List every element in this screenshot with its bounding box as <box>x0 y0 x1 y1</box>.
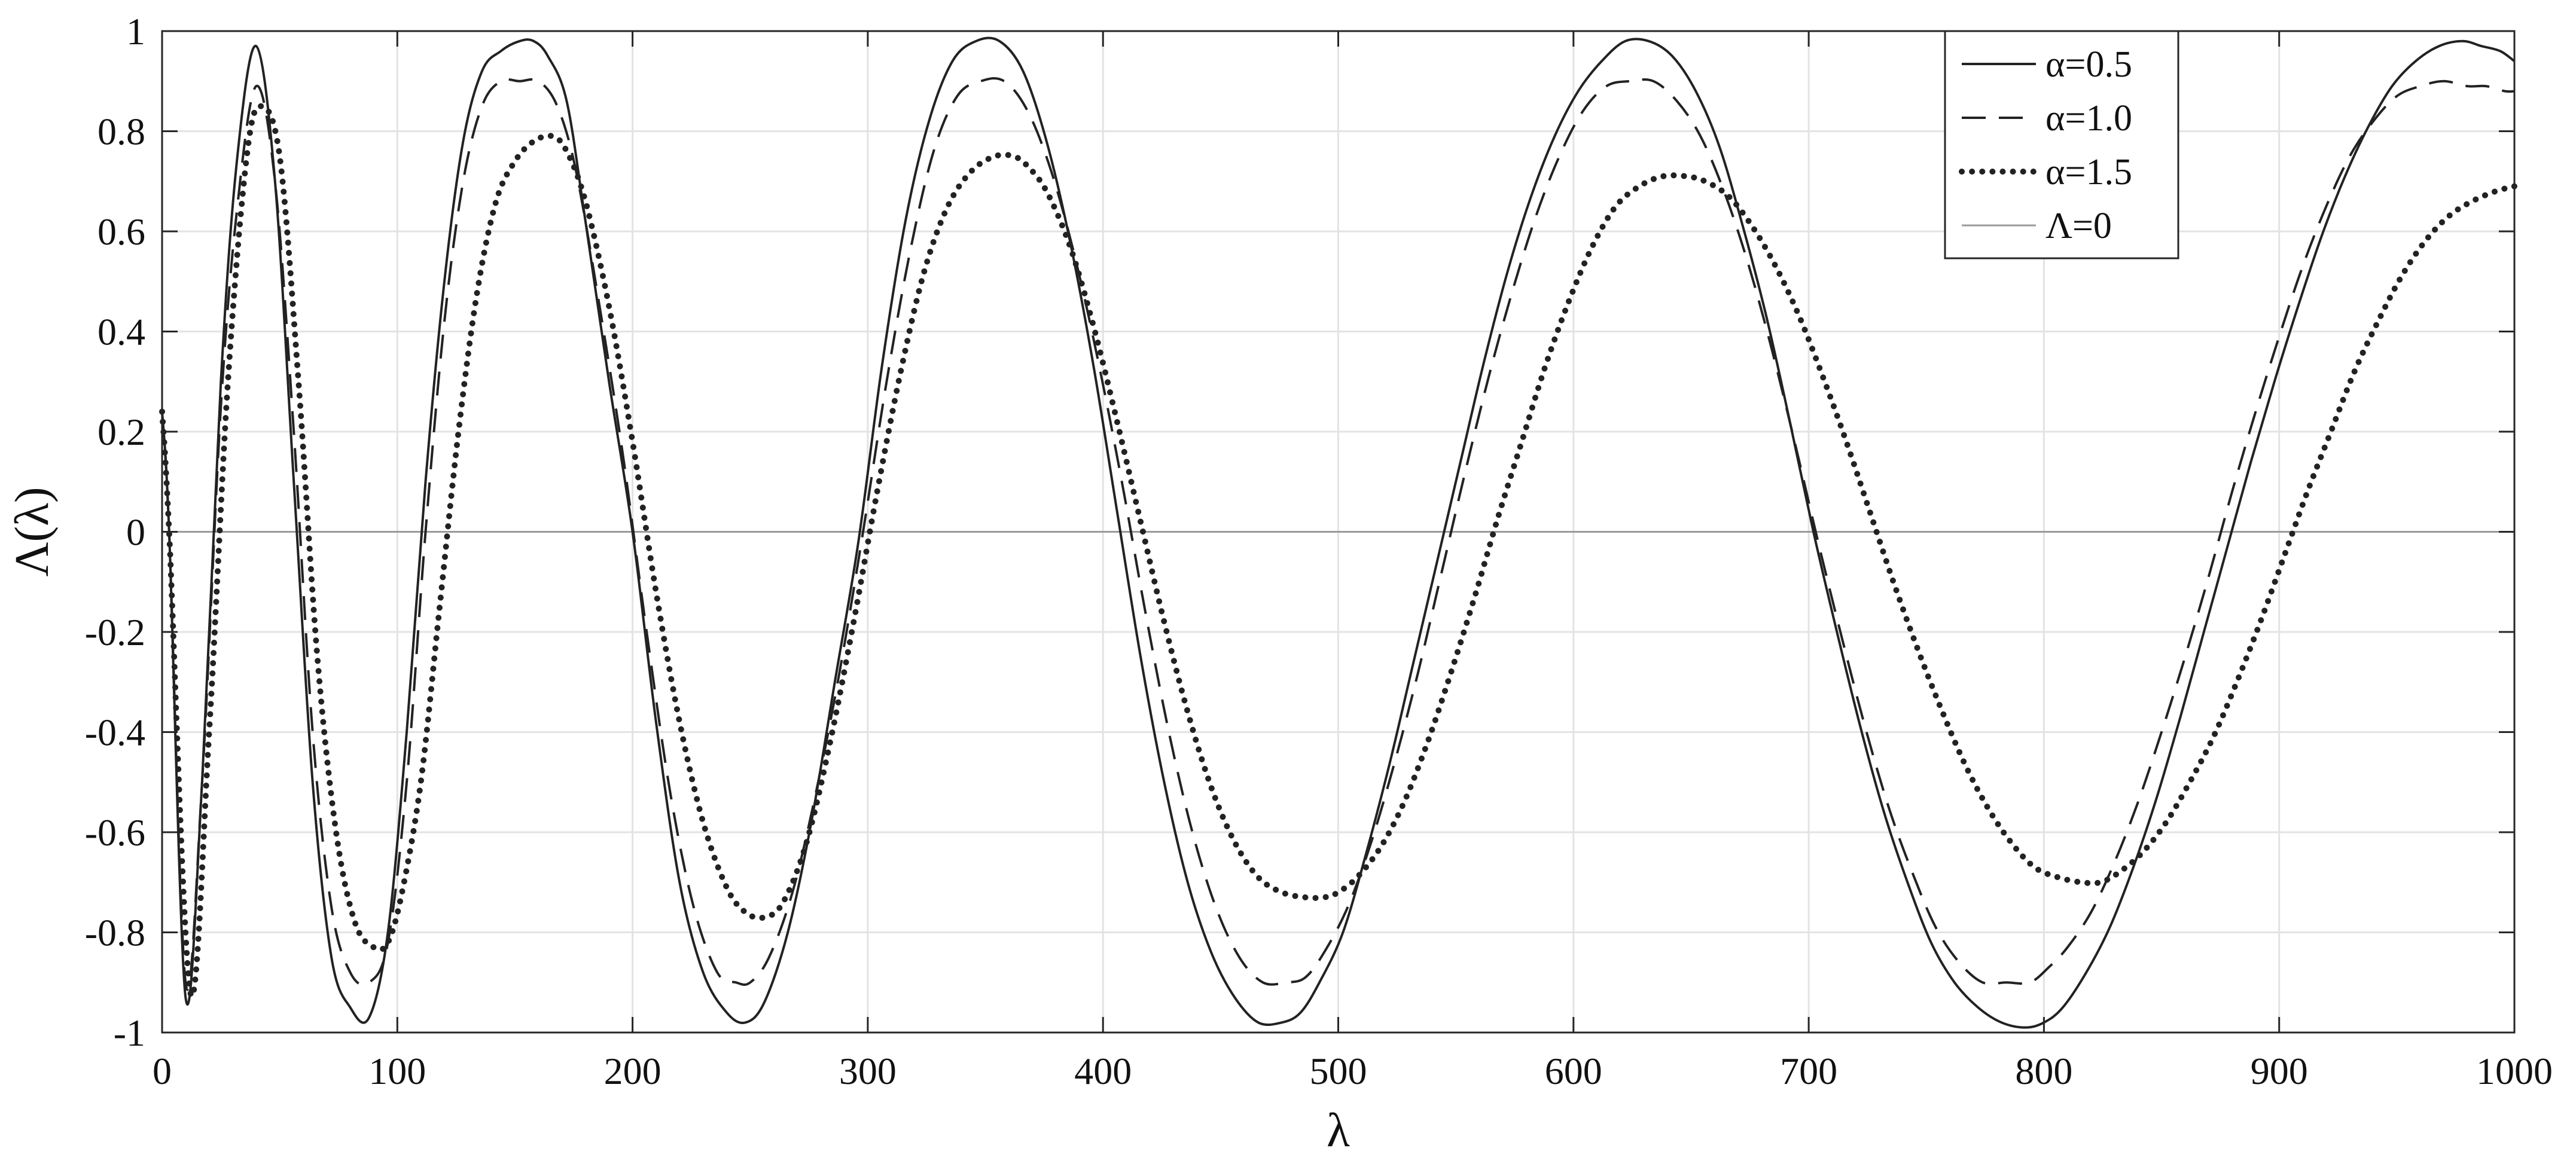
x-tick-label: 500 <box>1310 1050 1367 1092</box>
x-tick-label: 400 <box>1074 1050 1132 1092</box>
y-tick-label: -1 <box>114 1012 145 1054</box>
series-layer <box>159 36 2517 1029</box>
y-tick-label: 0 <box>126 511 145 554</box>
x-tick-label: 1000 <box>2476 1050 2553 1092</box>
y-tick-label: 0.2 <box>97 411 145 453</box>
y-tick-label: 0.8 <box>97 111 145 153</box>
tick-marks <box>161 30 2516 1034</box>
x-tick-label: 200 <box>604 1050 661 1092</box>
x-tick-label: 100 <box>368 1050 426 1092</box>
series-line-2 <box>161 77 2515 991</box>
x-tick-label: 0 <box>153 1050 172 1092</box>
x-tick-label: 900 <box>2251 1050 2308 1092</box>
series-line-3 <box>159 103 2517 1000</box>
y-tick-label: 0.4 <box>97 311 145 353</box>
y-tick-label: -0.2 <box>85 611 145 653</box>
x-axis-title: λ <box>1327 1104 1350 1157</box>
legend-label: α=1.5 <box>2045 152 2132 193</box>
legend-label: α=0.5 <box>2045 44 2132 85</box>
x-tick-label: 600 <box>1545 1050 1602 1092</box>
x-tick-labels: 0 100 200 300 400 500 600 700 800 900 1000 <box>153 1050 2553 1092</box>
y-axis-title: Λ(λ) <box>6 487 59 576</box>
x-tick-label: 800 <box>2015 1050 2072 1092</box>
legend-label: Λ=0 <box>2045 206 2112 246</box>
y-tick-labels: -1 -0.8 -0.6 -0.4 -0.2 0 0.2 0.4 0.6 0.8 1 <box>85 10 145 1054</box>
y-tick-label: 1 <box>126 10 145 53</box>
y-tick-label: 0.6 <box>97 210 145 253</box>
legend-box <box>1944 30 2179 259</box>
legend: α=0.5 α=1.0 α=1.5 Λ=0 <box>1944 30 2179 259</box>
y-tick-label: -0.8 <box>85 912 145 954</box>
x-tick-label: 300 <box>839 1050 897 1092</box>
legend-label: α=1.0 <box>2045 98 2132 139</box>
x-tick-label: 700 <box>1780 1050 1837 1092</box>
y-tick-label: -0.6 <box>85 811 145 854</box>
y-tick-label: -0.4 <box>85 711 145 754</box>
